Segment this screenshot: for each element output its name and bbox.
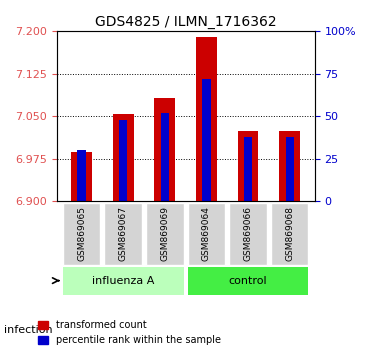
Text: influenza A: influenza A: [92, 276, 154, 286]
Text: GSM869066: GSM869066: [243, 206, 253, 261]
Text: GSM869068: GSM869068: [285, 206, 294, 261]
FancyBboxPatch shape: [63, 268, 184, 295]
Text: GSM869065: GSM869065: [77, 206, 86, 261]
Bar: [113, 114, 134, 201]
Bar: [279, 131, 300, 201]
Bar: [78, 150, 86, 201]
Bar: [202, 79, 211, 201]
FancyBboxPatch shape: [105, 202, 142, 265]
FancyBboxPatch shape: [146, 202, 184, 265]
Title: GDS4825 / ILMN_1716362: GDS4825 / ILMN_1716362: [95, 15, 276, 29]
FancyBboxPatch shape: [188, 202, 225, 265]
Bar: [119, 120, 127, 201]
Text: GSM869064: GSM869064: [202, 206, 211, 261]
Bar: [161, 113, 169, 201]
Text: GSM869067: GSM869067: [119, 206, 128, 261]
Bar: [286, 137, 294, 201]
FancyBboxPatch shape: [188, 268, 308, 295]
Bar: [71, 152, 92, 201]
FancyBboxPatch shape: [63, 202, 100, 265]
Text: infection: infection: [4, 325, 52, 335]
Bar: [196, 37, 217, 201]
FancyBboxPatch shape: [271, 202, 308, 265]
Bar: [244, 137, 252, 201]
Text: control: control: [229, 276, 267, 286]
FancyBboxPatch shape: [229, 202, 267, 265]
Text: GSM869069: GSM869069: [160, 206, 169, 261]
Legend: transformed count, percentile rank within the sample: transformed count, percentile rank withi…: [35, 316, 225, 349]
Bar: [238, 131, 259, 201]
Bar: [154, 98, 175, 201]
